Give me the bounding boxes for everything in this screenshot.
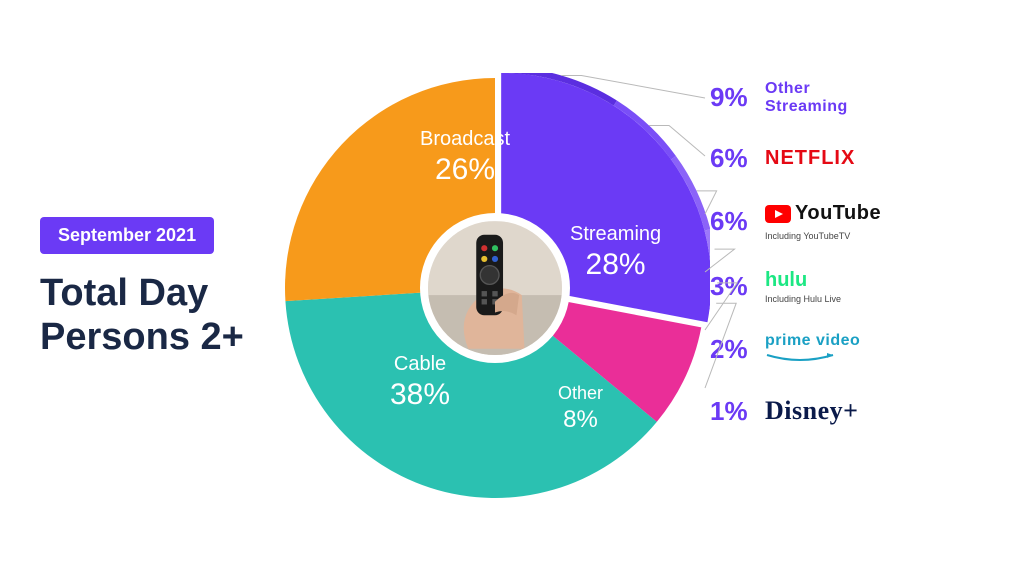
breakout-label: OtherStreaming: [765, 80, 848, 115]
remote-icon: [428, 213, 562, 363]
breakout-brand: Disney+: [765, 396, 858, 426]
breakout-sub: Including Hulu Live: [765, 294, 841, 304]
breakout-row: 3%hulu Including Hulu Live: [710, 269, 1000, 304]
pie-chart: Broadcast 26% Streaming 28% Other 8% Cab…: [280, 73, 710, 503]
breakout-row: 2%prime video: [710, 332, 1000, 368]
left-panel: September 2021 Total Day Persons 2+: [40, 217, 280, 359]
title-line-1: Total Day: [40, 272, 208, 314]
prime-swoosh-icon: [765, 350, 860, 368]
breakout-label: prime video: [765, 332, 860, 368]
breakout-row: 6%YouTube Including YouTubeTV: [710, 202, 1000, 241]
breakout-row: 6%NETFLIX: [710, 143, 1000, 174]
breakout-label: Disney+: [765, 396, 858, 426]
breakout-pct: 9%: [710, 82, 765, 113]
breakout-brand: OtherStreaming: [765, 80, 848, 115]
breakout-sub: Including YouTubeTV: [765, 231, 881, 241]
breakout-row: 9%OtherStreaming: [710, 80, 1000, 115]
breakout-brand: prime video: [765, 332, 860, 350]
breakout-pct: 6%: [710, 143, 765, 174]
breakout-pct: 1%: [710, 396, 765, 427]
breakout-label: hulu Including Hulu Live: [765, 269, 841, 304]
breakout-brand: NETFLIX: [765, 147, 855, 170]
title-line-2: Persons 2+: [40, 316, 244, 358]
breakout-brand: YouTube: [765, 202, 881, 229]
breakout-pct: 6%: [710, 206, 765, 237]
date-badge: September 2021: [40, 217, 214, 254]
breakout-label: YouTube Including YouTubeTV: [765, 202, 881, 241]
breakout-label: NETFLIX: [765, 147, 855, 170]
breakout-row: 1%Disney+: [710, 396, 1000, 427]
breakout-brand: hulu: [765, 269, 841, 292]
streaming-breakout: 9%OtherStreaming6%NETFLIX6%YouTubeInclud…: [710, 80, 1000, 455]
breakout-pct: 3%: [710, 271, 765, 302]
chart-title: Total Day Persons 2+: [40, 272, 260, 359]
breakout-pct: 2%: [710, 334, 765, 365]
youtube-icon: [765, 205, 791, 223]
center-image: [420, 213, 570, 363]
